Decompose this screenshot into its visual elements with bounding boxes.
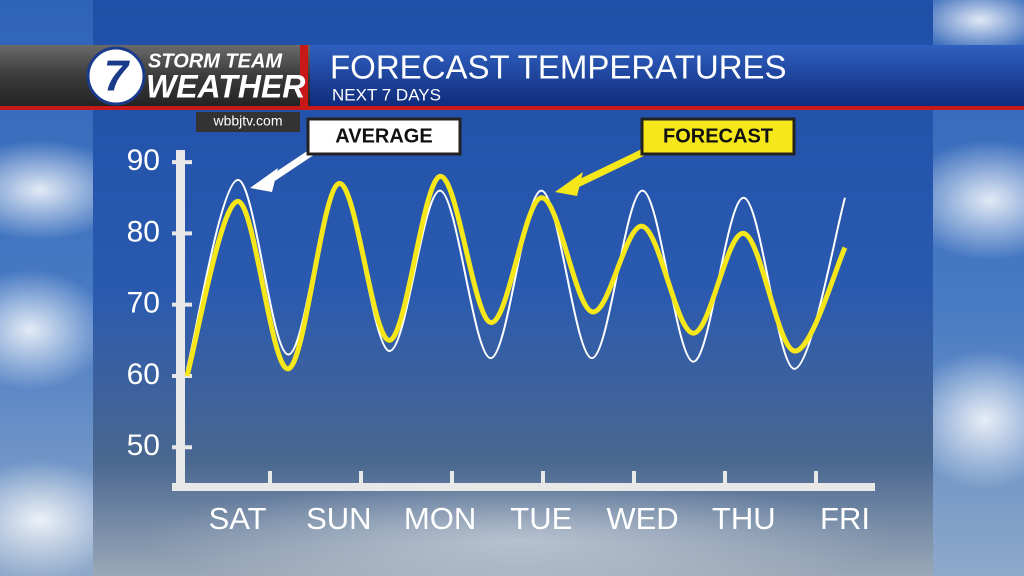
legend-label: AVERAGE — [335, 125, 432, 147]
x-tick-label: SUN — [306, 501, 371, 536]
x-tick-label: TUE — [510, 501, 572, 536]
x-tick-label: FRI — [820, 501, 870, 536]
legend-arrow — [567, 144, 654, 192]
website: wbbjtv.com — [213, 113, 283, 129]
series-line — [186, 178, 846, 370]
header-divider — [300, 45, 308, 108]
chart-subtitle: NEXT 7 DAYS — [332, 85, 441, 104]
logo-number: 7 — [104, 52, 131, 101]
header-title-area — [310, 45, 1024, 108]
logo-line1: STORM TEAM — [148, 50, 283, 72]
y-tick-label: 70 — [127, 287, 160, 320]
website-box — [196, 112, 300, 132]
legend-arrowhead — [555, 172, 583, 196]
y-tick-label: 80 — [127, 215, 160, 248]
legend-arrowhead — [250, 168, 278, 192]
legend-box — [640, 117, 796, 156]
series-line — [184, 173, 848, 377]
y-axis — [176, 150, 185, 491]
y-tick-label: 90 — [127, 144, 160, 177]
y-tick-label: 60 — [127, 358, 160, 391]
legend-box — [306, 117, 462, 156]
legend-label: FORECAST — [663, 125, 773, 147]
logo-circle — [86, 46, 146, 106]
chart-title: FORECAST TEMPERATURES — [330, 49, 787, 86]
y-tick-label: 50 — [127, 429, 160, 462]
x-tick-label: WED — [606, 501, 678, 536]
header-rule — [0, 106, 1024, 110]
cloud-band — [140, 480, 900, 576]
x-tick-label: MON — [404, 501, 476, 536]
x-tick-label: SAT — [209, 501, 267, 536]
x-tick-label: THU — [712, 501, 776, 536]
x-axis — [172, 483, 875, 491]
logo-line2: WEATHER — [146, 68, 305, 104]
